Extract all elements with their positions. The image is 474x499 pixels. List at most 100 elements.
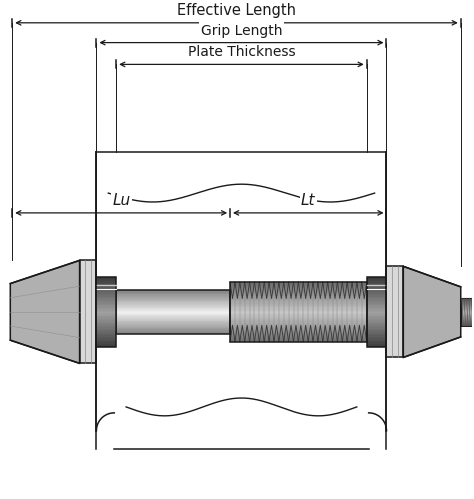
Bar	[96, 281, 116, 283]
Bar	[116, 326, 230, 327]
Bar	[96, 333, 116, 334]
Bar	[367, 342, 386, 344]
Bar	[96, 319, 116, 321]
Bar	[116, 290, 230, 334]
Bar	[230, 320, 367, 322]
Bar	[230, 318, 367, 319]
Bar	[230, 332, 367, 334]
Text: Lu: Lu	[112, 193, 130, 208]
Bar	[461, 298, 474, 299]
Bar	[367, 296, 386, 298]
Bar	[367, 298, 386, 300]
Bar	[116, 320, 230, 321]
Bar	[367, 315, 386, 316]
Bar	[230, 321, 367, 323]
Bar	[96, 340, 116, 341]
Bar	[116, 332, 230, 333]
Bar	[230, 308, 367, 310]
Bar	[230, 282, 367, 342]
Bar	[116, 297, 230, 298]
Bar	[367, 284, 386, 286]
Bar	[367, 292, 386, 294]
Bar	[96, 321, 116, 323]
Bar	[461, 322, 474, 323]
Bar	[461, 319, 474, 320]
Bar	[230, 282, 367, 284]
Bar	[461, 310, 474, 311]
Bar	[367, 330, 386, 332]
Bar	[230, 290, 367, 292]
Bar	[96, 296, 116, 298]
Polygon shape	[10, 260, 80, 363]
Bar	[367, 338, 386, 340]
Bar	[461, 314, 474, 315]
Bar	[116, 331, 230, 332]
Bar	[230, 336, 367, 337]
Bar	[96, 337, 116, 339]
Bar	[116, 310, 230, 311]
Bar	[367, 295, 386, 297]
Bar	[116, 295, 230, 297]
Bar	[461, 317, 474, 318]
Bar	[230, 326, 367, 328]
Bar	[116, 321, 230, 323]
Bar	[367, 331, 386, 333]
Bar	[367, 323, 386, 325]
Bar	[96, 338, 116, 340]
Bar	[96, 328, 116, 330]
Bar	[367, 337, 386, 339]
Bar	[96, 341, 116, 343]
Bar	[96, 320, 116, 322]
Bar	[461, 318, 474, 319]
Bar	[116, 314, 230, 316]
Bar	[367, 335, 386, 337]
Bar	[461, 324, 474, 325]
Bar	[96, 313, 116, 315]
Bar	[96, 294, 116, 296]
Bar	[116, 300, 230, 301]
Bar	[96, 298, 116, 300]
Bar	[96, 317, 116, 319]
Bar	[367, 303, 386, 305]
Bar	[96, 277, 116, 279]
Bar	[96, 292, 116, 294]
Bar	[230, 334, 367, 336]
Bar	[367, 309, 386, 311]
Bar	[367, 313, 386, 315]
Bar	[116, 313, 230, 314]
Bar	[116, 316, 230, 317]
Bar	[96, 284, 116, 286]
Bar	[116, 323, 230, 324]
Bar	[367, 305, 386, 307]
Bar	[96, 285, 116, 287]
Bar	[230, 293, 367, 294]
Bar	[461, 322, 474, 323]
Bar	[461, 299, 474, 300]
Bar	[116, 327, 230, 328]
Bar	[367, 319, 386, 321]
Bar	[367, 306, 386, 308]
Bar	[461, 316, 474, 317]
Bar	[230, 299, 367, 300]
Bar	[116, 311, 230, 312]
Bar	[461, 304, 474, 305]
Bar	[461, 305, 474, 306]
Bar	[96, 315, 116, 316]
Bar	[230, 287, 367, 288]
Bar	[116, 302, 230, 304]
Bar	[230, 340, 367, 342]
Bar	[367, 291, 386, 293]
Bar	[230, 325, 367, 327]
Bar	[461, 298, 474, 299]
Bar	[367, 344, 386, 346]
Text: Plate Thickness: Plate Thickness	[188, 45, 295, 59]
Bar	[230, 324, 367, 325]
Bar	[96, 342, 116, 344]
Bar	[230, 330, 367, 331]
Bar	[367, 302, 386, 304]
Bar	[367, 288, 386, 290]
Bar	[230, 295, 367, 297]
Bar	[96, 309, 116, 311]
Bar	[461, 301, 474, 302]
Bar	[461, 303, 474, 304]
